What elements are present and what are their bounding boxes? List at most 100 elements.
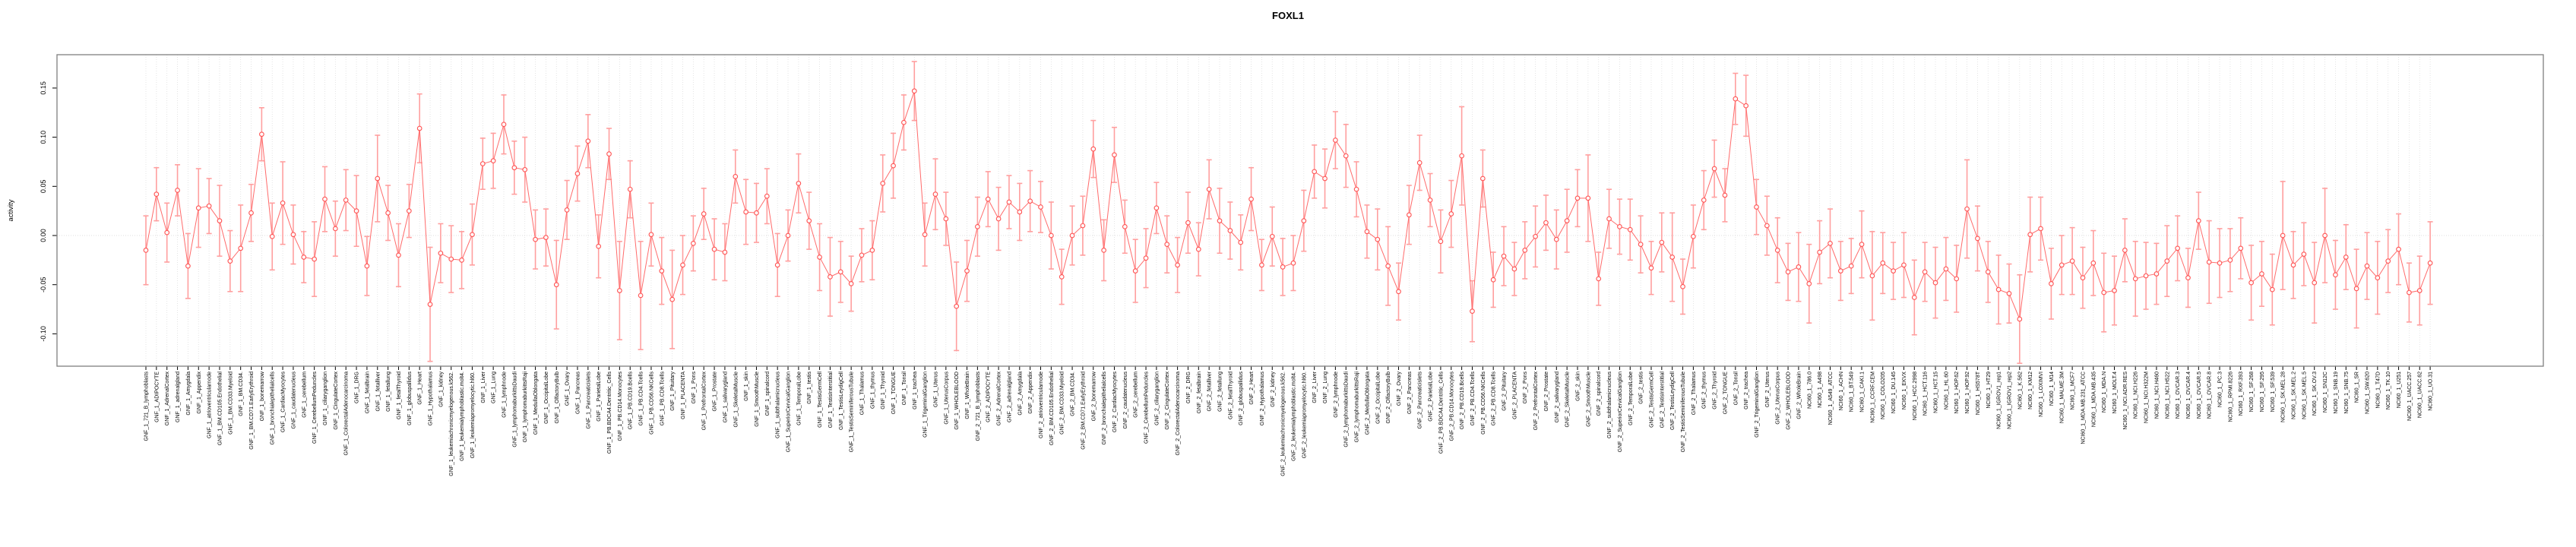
x-tick-label: GNF_2_Ovary (1397, 372, 1402, 406)
x-tick-label: GNF_1_leukemialymphoblastic.molt4. (460, 372, 465, 461)
x-tick-label: GNF_2_DRG (1186, 372, 1191, 403)
data-point (606, 151, 612, 157)
x-tick-label: GNF_2_WholeBrain (1796, 372, 1802, 419)
x-tick-label: GNF_2_PB.CD4.Tcells (1470, 372, 1476, 426)
data-point (1596, 276, 1602, 282)
x-tick-label: NCI60_1_SR (2355, 372, 2360, 403)
data-point (2217, 260, 2223, 266)
data-point (1280, 264, 1286, 270)
x-tick-label: GNF_1_Liver (481, 371, 486, 403)
x-tick-label: GNF_1_Uterus (933, 372, 938, 408)
data-point (943, 216, 949, 222)
x-tick-label: GNF_1_MedullaOblongata (533, 372, 539, 435)
series-polyline (145, 90, 2431, 321)
x-tick-label: GNF_2_PB.CD14.Monocytes (1449, 372, 1454, 441)
data-point (1743, 103, 1749, 109)
x-tick-label: GNF_2_OlfactoryBulb (1386, 372, 1391, 424)
x-tick-label: GNF_2_Amygdala (1017, 372, 1023, 416)
x-tick-label: GNF_1_Tonsil (902, 372, 907, 406)
x-tick-label: GNF_2_WHOLEBLOOD (1786, 372, 1792, 430)
data-point (617, 288, 622, 293)
data-point (2269, 286, 2275, 292)
data-point (1322, 175, 1328, 182)
data-point (638, 292, 644, 299)
x-tick-label: GNF_1_PrefrontalCortex (702, 372, 707, 431)
x-tick-label: GNF_2_BM.CD105.Endothelial (1049, 372, 1055, 446)
data-point (2333, 272, 2338, 278)
x-tick-label: GNF_1_subthalamicnucleus (776, 372, 781, 438)
data-point (2122, 248, 2128, 253)
x-tick-label: GNF_2_Hypothalamus (1260, 372, 1265, 426)
data-point (1396, 289, 1401, 295)
x-tick-label: GNF_2_thymus (1702, 372, 1707, 409)
x-tick-label: GNF_2_PB.CD8.Tcells (1492, 372, 1497, 426)
x-tick-label: GNF_2_BM.CD34. (1071, 372, 1076, 416)
data-point (1375, 236, 1381, 242)
data-point (1448, 211, 1454, 217)
data-point (1891, 268, 1896, 274)
x-tick-label: GNF_2_PB.BDCA4.Dentritic_Cells (1438, 372, 1444, 454)
data-point (1511, 266, 1517, 272)
data-point (2259, 271, 2264, 277)
data-point (1122, 224, 1128, 229)
x-tick-label: NCI60_1_CAKI.1 (1860, 372, 1866, 413)
data-point (691, 241, 696, 246)
x-tick-label: GNF_2_PB.CD19.Bcells (1460, 372, 1465, 430)
x-tick-label: GNF_1_UterusCorpus (944, 372, 949, 425)
x-tick-label: GNF_2_salivarygland (1555, 372, 1560, 422)
x-tick-label: GNF_2_TestisGermCell (1649, 372, 1654, 428)
data-point (2227, 258, 2233, 263)
data-point (2006, 290, 2012, 296)
x-tick-label: NCI60_1_ACHN (1839, 372, 1844, 410)
x-tick-label: NCI60_1_PC.3 (2218, 372, 2223, 407)
x-tick-label: GNF_2_fetallung (1218, 372, 1223, 412)
data-point (2069, 258, 2075, 264)
x-tick-label: GNF_1_leukemiachronicmyelogenous.k562. (449, 372, 454, 476)
x-tick-label: NCI60_1_SK.MEL.5 (2302, 372, 2307, 419)
x-tick-label: GNF_1_adrenalgland (176, 372, 181, 422)
data-point (1522, 248, 1528, 253)
data-point (1416, 160, 1422, 166)
data-point (2059, 262, 2065, 268)
x-tick-label: GNF_1_thymus (870, 372, 875, 409)
data-point (479, 161, 486, 166)
x-tick-label: NCI60_1_MALME.3M (2060, 372, 2065, 423)
data-point (1490, 277, 1496, 283)
x-tick-label: GNF_1_PB.CD19.Bcells (628, 372, 634, 430)
data-point (1006, 199, 1012, 205)
x-tick-label: NCI60_1_M14 (2049, 372, 2055, 406)
x-tick-label: NCI60_1_OVCAR.8 (2207, 372, 2213, 419)
data-point (1143, 255, 1149, 261)
data-point (1848, 263, 1854, 269)
data-point (2280, 232, 2286, 239)
x-tick-label: NCI60_1_SF.295 (2260, 372, 2265, 412)
x-tick-label: GNF_2_cerebellum (1134, 372, 1139, 418)
data-point (2407, 289, 2412, 296)
x-tick-label: GNF_2_Pancreas (1407, 372, 1413, 415)
x-tick-label: NCI60_1_HCT.15 (1934, 372, 1939, 413)
x-tick-labels: GNF_1_721_B_lymphoblasts GNF_1_ADIPOCYTE G… (144, 371, 2434, 476)
x-tick-label: NCI60_1_NCI.H460 (2154, 372, 2160, 419)
data-point (470, 232, 475, 238)
x-tick-label: NCI60_1_SNB.19 (2334, 372, 2339, 414)
data-point (406, 208, 412, 214)
x-tick-label: GNF_1_TestisGermCell (818, 372, 823, 428)
x-tick-label: GNF_2_SkeletalMuscle (1565, 372, 1571, 428)
data-point (206, 203, 212, 209)
data-point (1385, 263, 1391, 269)
data-point (764, 193, 770, 199)
x-tick-label: GNF_1_kidney (438, 372, 444, 407)
x-tick-label: NCI60_1_RPMI.8226 (2228, 372, 2233, 422)
x-tick-label: GNF_1_Amygdala (186, 372, 191, 416)
data-point (343, 198, 349, 203)
x-tick-label: GNF_2_TestisInterstitial (1660, 372, 1665, 428)
x-tick-label: GNF_1_fetallung (386, 372, 391, 412)
x-tick-label: NCI60_1_EKVX (1902, 372, 1907, 410)
data-point (1954, 276, 1960, 282)
x-tick-label: GNF_2_Thyroid (1713, 372, 1718, 409)
x-tick-label: GNF_1_PB.BDCA4.Dentritic_Cells (607, 372, 612, 454)
x-tick-label: NCI60_1_UO.31 (2429, 372, 2434, 411)
x-tick-label: GNF_2_SuperiorCervicalGanglion (1618, 372, 1623, 452)
data-point (511, 165, 517, 171)
data-point (2364, 263, 2370, 269)
